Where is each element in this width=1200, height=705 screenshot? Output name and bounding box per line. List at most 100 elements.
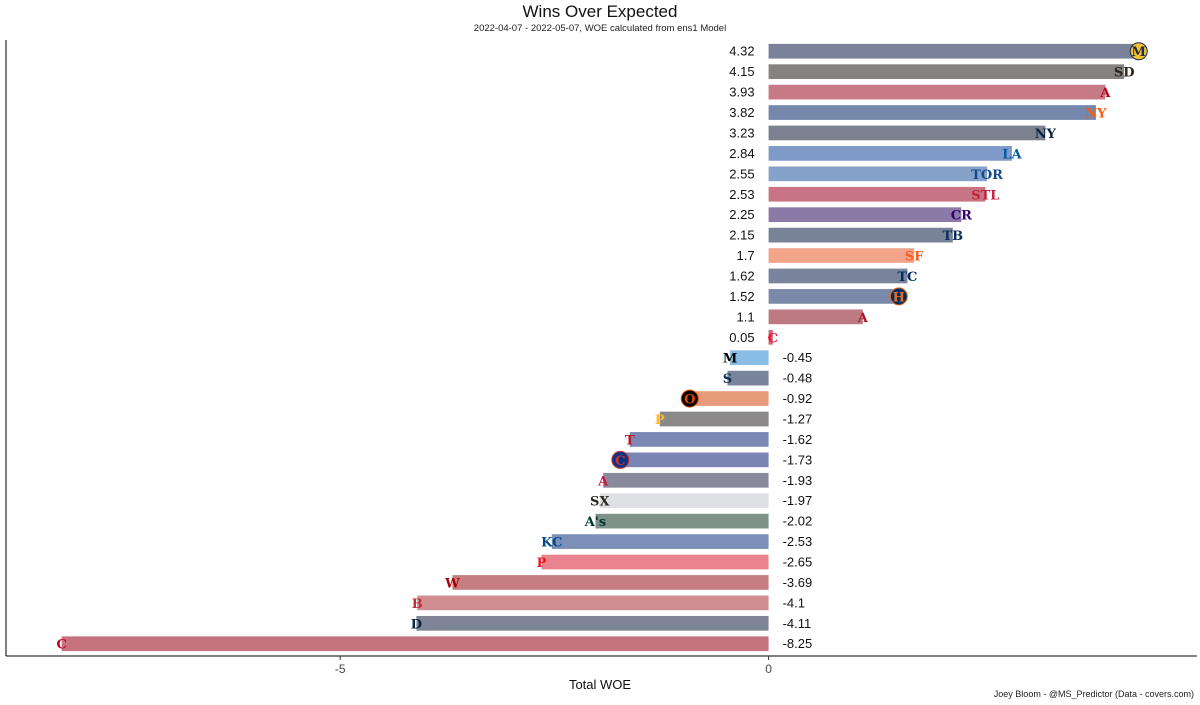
- bar-value-label: 2.53: [729, 187, 754, 202]
- team-logo-icon: O: [680, 389, 699, 408]
- team-logo-icon: B: [412, 597, 423, 612]
- x-tick-label: 0: [765, 662, 772, 676]
- bar: [768, 105, 1096, 120]
- team-logo-icon: P: [537, 556, 547, 571]
- team-logo-icon: A: [597, 474, 609, 489]
- bar-value-label: 4.15: [729, 64, 754, 79]
- svg-text:STL: STL: [971, 188, 999, 203]
- svg-text:SD: SD: [1114, 66, 1135, 81]
- team-logo-icon: W: [444, 576, 460, 591]
- svg-text:P: P: [537, 556, 547, 571]
- team-logo-icon: STL: [971, 188, 999, 203]
- bar: [61, 636, 769, 652]
- team-logo-icon: D: [411, 617, 422, 632]
- svg-text:TB: TB: [942, 229, 963, 244]
- team-logo-icon: C: [611, 450, 630, 469]
- bar: [551, 534, 769, 549]
- svg-text:D: D: [411, 617, 422, 632]
- team-logo-icon: TC: [897, 270, 917, 285]
- bar-value-label: -0.92: [783, 391, 813, 406]
- bar-value-label: 2.84: [729, 146, 754, 161]
- bar: [768, 248, 915, 263]
- team-logo-icon: A: [857, 311, 869, 326]
- bar: [599, 493, 769, 509]
- svg-text:M: M: [1132, 45, 1146, 60]
- bar-value-label: -1.27: [783, 411, 813, 426]
- team-logo-icon: NY: [1085, 107, 1107, 122]
- svg-text:A's: A's: [584, 515, 606, 530]
- team-logo-icon: T: [625, 433, 635, 448]
- team-logo-icon: TOR: [971, 168, 1003, 183]
- bar-value-label: -1.93: [783, 473, 813, 488]
- bar: [603, 472, 769, 488]
- axes-layer: -5 0 Total WOE: [5, 40, 1197, 692]
- team-logo-icon: LA: [1002, 147, 1022, 162]
- bar: [768, 166, 988, 182]
- bar: [768, 64, 1125, 80]
- bar: [727, 370, 769, 386]
- svg-text:C: C: [768, 331, 778, 346]
- svg-text:TOR: TOR: [971, 168, 1003, 183]
- bar: [768, 289, 899, 304]
- svg-text:W: W: [444, 576, 460, 591]
- svg-text:NY: NY: [1085, 107, 1107, 122]
- bar: [416, 615, 769, 631]
- bar-value-label: -8.25: [783, 636, 813, 651]
- svg-text:B: B: [412, 597, 423, 612]
- bar-value-label: -4.11: [783, 616, 812, 631]
- svg-text:NY: NY: [1035, 127, 1057, 142]
- team-logo-icon: SF: [905, 250, 924, 265]
- team-logo-icon: S: [723, 372, 732, 387]
- chart-title: Wins Over Expected: [522, 2, 678, 21]
- bars-layer: 4.32 M4.15 SD3.93 A3.82 NY3.23 NY2.84 LA2.55 TO…: [57, 42, 1148, 653]
- svg-text:M: M: [723, 352, 737, 367]
- svg-text:H: H: [893, 290, 905, 305]
- bar-value-label: -1.73: [783, 452, 813, 467]
- bar: [452, 575, 769, 590]
- svg-text:S: S: [723, 372, 732, 387]
- x-tick-label: -5: [335, 662, 346, 676]
- bar: [417, 595, 769, 611]
- bar-value-label: 3.82: [729, 105, 754, 120]
- bar-value-label: -1.62: [783, 432, 813, 447]
- bar: [768, 309, 863, 325]
- svg-text:A: A: [597, 474, 609, 489]
- team-logo-icon: SX: [590, 495, 610, 510]
- team-logo-icon: NY: [1035, 127, 1057, 142]
- svg-text:KC: KC: [541, 536, 562, 551]
- bar-value-label: 2.55: [729, 166, 754, 181]
- bar: [629, 432, 769, 447]
- bar-value-label: 2.25: [729, 207, 754, 222]
- team-logo-icon: M: [1129, 42, 1148, 61]
- chart-subtitle: 2022-04-07 - 2022-05-07, WOE calculated …: [473, 23, 727, 34]
- bar: [768, 329, 773, 345]
- bar-value-label: 3.23: [729, 125, 754, 140]
- svg-text:A: A: [1099, 86, 1111, 101]
- svg-text:P: P: [655, 413, 665, 428]
- bar: [768, 43, 1139, 59]
- team-logo-icon: TB: [942, 229, 963, 244]
- bar-value-label: 1.62: [729, 268, 754, 283]
- bar: [768, 268, 908, 284]
- bar-value-label: 2.15: [729, 228, 754, 243]
- team-logo-icon: CR: [951, 209, 972, 224]
- team-logo-icon: C: [57, 638, 67, 653]
- bar: [620, 452, 769, 468]
- team-logo-icon: A's: [584, 515, 606, 530]
- svg-text:C: C: [615, 454, 625, 469]
- bar: [659, 411, 769, 427]
- bar: [768, 186, 986, 202]
- bar-value-label: 0.05: [729, 330, 754, 345]
- bar-value-label: -0.45: [783, 350, 813, 365]
- bar-value-label: -3.69: [783, 575, 813, 590]
- bar-value-label: 3.93: [729, 85, 754, 100]
- svg-text:C: C: [57, 638, 67, 653]
- bar-value-label: 1.52: [729, 289, 754, 304]
- svg-text:SX: SX: [590, 495, 610, 510]
- team-logo-icon: C: [768, 331, 778, 346]
- bar-value-label: 1.1: [737, 309, 755, 324]
- svg-text:O: O: [684, 393, 695, 408]
- bar: [768, 146, 1012, 161]
- svg-text:A: A: [857, 311, 869, 326]
